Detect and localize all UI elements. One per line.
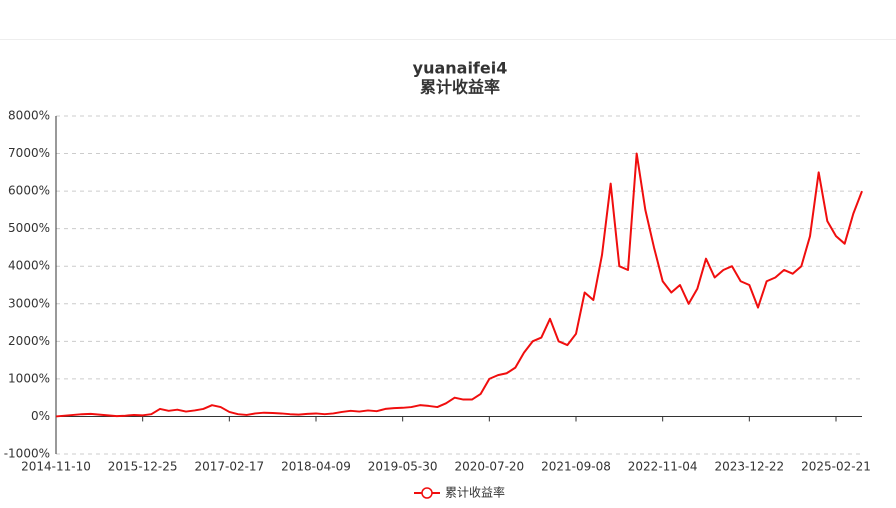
- x-tick-label: 2025-02-21: [801, 460, 871, 474]
- y-tick-label: 3000%: [8, 296, 50, 310]
- y-tick-label: 7000%: [8, 146, 50, 160]
- y-tick-label: 6000%: [8, 184, 50, 198]
- x-tick-label: 2019-05-30: [368, 460, 438, 474]
- y-tick-label: 2000%: [8, 334, 50, 348]
- y-tick-label: 0%: [31, 409, 50, 423]
- x-tick-label: 2023-12-22: [714, 460, 784, 474]
- legend-label: 累计收益率: [445, 485, 505, 500]
- x-tick-label: 2022-11-04: [628, 460, 698, 474]
- legend-marker: [421, 487, 433, 499]
- y-tick-label: 5000%: [8, 221, 50, 235]
- y-tick-label: 1000%: [8, 371, 50, 385]
- x-tick-label: 2014-11-10: [21, 460, 91, 474]
- x-tick-label: 2015-12-25: [108, 460, 178, 474]
- y-tick-label: -1000%: [4, 447, 50, 461]
- x-tick-label: 2017-02-17: [194, 460, 264, 474]
- y-tick-label: 4000%: [8, 259, 50, 273]
- chart-subtitle: 累计收益率: [420, 78, 500, 97]
- y-tick-label: 8000%: [8, 109, 50, 123]
- x-tick-label: 2018-04-09: [281, 460, 351, 474]
- x-tick-label: 2020-07-20: [454, 460, 524, 474]
- series-line: [55, 152, 863, 418]
- chart-title: yuanaifei4: [413, 59, 508, 78]
- x-tick-label: 2021-09-08: [541, 460, 611, 474]
